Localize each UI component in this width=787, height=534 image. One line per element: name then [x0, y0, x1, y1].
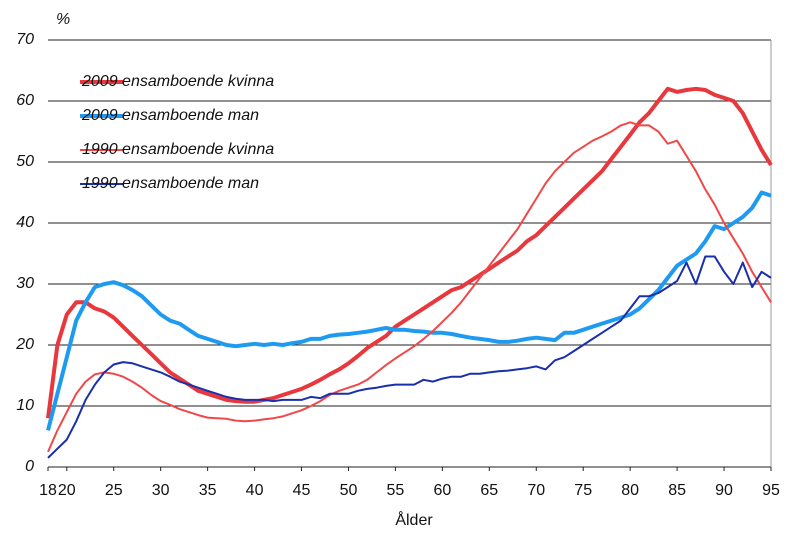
series-line	[46, 86, 773, 419]
y-tick-label: 20	[15, 336, 34, 353]
series-line	[47, 255, 772, 459]
y-tick-label: 30	[16, 275, 34, 292]
legend-label: 1990 ensamboende kvinna	[82, 141, 274, 158]
legend-label: 2009 ensamboende kvinna	[81, 73, 274, 90]
x-tick-label: 45	[293, 482, 311, 499]
y-axis-label: %	[56, 11, 70, 28]
series-line	[47, 121, 772, 453]
legend-label: 1990 ensamboende man	[82, 175, 259, 192]
x-tick-label: 75	[574, 482, 592, 499]
x-tick-label: 20	[58, 482, 76, 499]
y-tick-label: 40	[16, 214, 34, 231]
x-tick-label: 65	[480, 482, 498, 499]
x-tick-label: 40	[246, 482, 264, 499]
x-tick-label: 50	[340, 482, 358, 499]
y-tick-label: 50	[16, 153, 34, 170]
y-tick-label: 60	[16, 92, 34, 109]
x-tick-label: 90	[715, 482, 733, 499]
x-tick-label: 35	[199, 482, 217, 499]
legend-label: 2009 ensamboende man	[81, 107, 259, 124]
y-tick-label: 10	[16, 397, 34, 414]
y-tick-label: 70	[16, 31, 34, 48]
x-tick-label: 60	[433, 482, 451, 499]
x-tick-label: 55	[387, 482, 405, 499]
x-axis-label: Ålder	[395, 510, 433, 529]
x-tick-label: 95	[762, 482, 780, 499]
x-tick-label: 80	[621, 482, 639, 499]
x-tick-label: 25	[105, 482, 123, 499]
x-tick-label: 30	[152, 482, 170, 499]
series-line	[46, 190, 772, 431]
y-tick-label: 0	[25, 458, 34, 475]
x-tick-label: 85	[668, 482, 686, 499]
x-tick-label: 70	[527, 482, 545, 499]
x-tick-label: 18	[39, 482, 57, 499]
